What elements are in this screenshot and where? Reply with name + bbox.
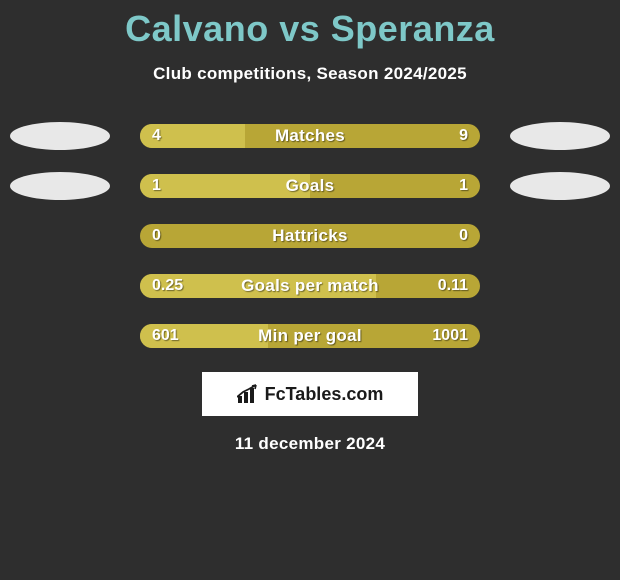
stat-bar: 1Goals1 bbox=[140, 174, 480, 198]
stat-row: 0.25Goals per match0.11 bbox=[0, 272, 620, 300]
stat-bar: 0Hattricks0 bbox=[140, 224, 480, 248]
stat-row: 0Hattricks0 bbox=[0, 222, 620, 250]
stat-label: Goals per match bbox=[140, 274, 480, 298]
stat-right-value: 0 bbox=[459, 224, 468, 248]
stat-row: 601Min per goal1001 bbox=[0, 322, 620, 350]
stat-label: Goals bbox=[140, 174, 480, 198]
oval-spacer bbox=[510, 272, 610, 300]
stat-right-value: 9 bbox=[459, 124, 468, 148]
oval-spacer bbox=[510, 322, 610, 350]
logo-text: FcTables.com bbox=[265, 384, 384, 405]
oval-spacer bbox=[10, 272, 110, 300]
vs-text: vs bbox=[279, 8, 320, 49]
comparison-container: Calvano vs Speranza Club competitions, S… bbox=[0, 0, 620, 454]
stat-row: 4Matches9 bbox=[0, 122, 620, 150]
player-left-oval bbox=[10, 172, 110, 200]
player-left-oval bbox=[10, 122, 110, 150]
stat-right-value: 0.11 bbox=[438, 274, 468, 298]
stat-bar: 601Min per goal1001 bbox=[140, 324, 480, 348]
stat-bar: 0.25Goals per match0.11 bbox=[140, 274, 480, 298]
page-title: Calvano vs Speranza bbox=[0, 8, 620, 50]
oval-spacer bbox=[510, 222, 610, 250]
stats-area: 4Matches9 1Goals1 0Hattricks0 0.25Goals per… bbox=[0, 122, 620, 350]
logo-box[interactable]: FcTables.com bbox=[202, 372, 418, 416]
oval-spacer bbox=[10, 222, 110, 250]
stat-right-value: 1 bbox=[459, 174, 468, 198]
player-left-name: Calvano bbox=[125, 8, 269, 49]
stat-bar: 4Matches9 bbox=[140, 124, 480, 148]
oval-spacer bbox=[10, 322, 110, 350]
subtitle: Club competitions, Season 2024/2025 bbox=[0, 64, 620, 84]
stat-label: Matches bbox=[140, 124, 480, 148]
bar-chart-icon bbox=[237, 384, 261, 404]
stat-label: Min per goal bbox=[140, 324, 480, 348]
stat-label: Hattricks bbox=[140, 224, 480, 248]
date-text: 11 december 2024 bbox=[0, 434, 620, 454]
stat-row: 1Goals1 bbox=[0, 172, 620, 200]
player-right-name: Speranza bbox=[331, 8, 495, 49]
player-right-oval bbox=[510, 122, 610, 150]
player-right-oval bbox=[510, 172, 610, 200]
stat-right-value: 1001 bbox=[432, 324, 468, 348]
